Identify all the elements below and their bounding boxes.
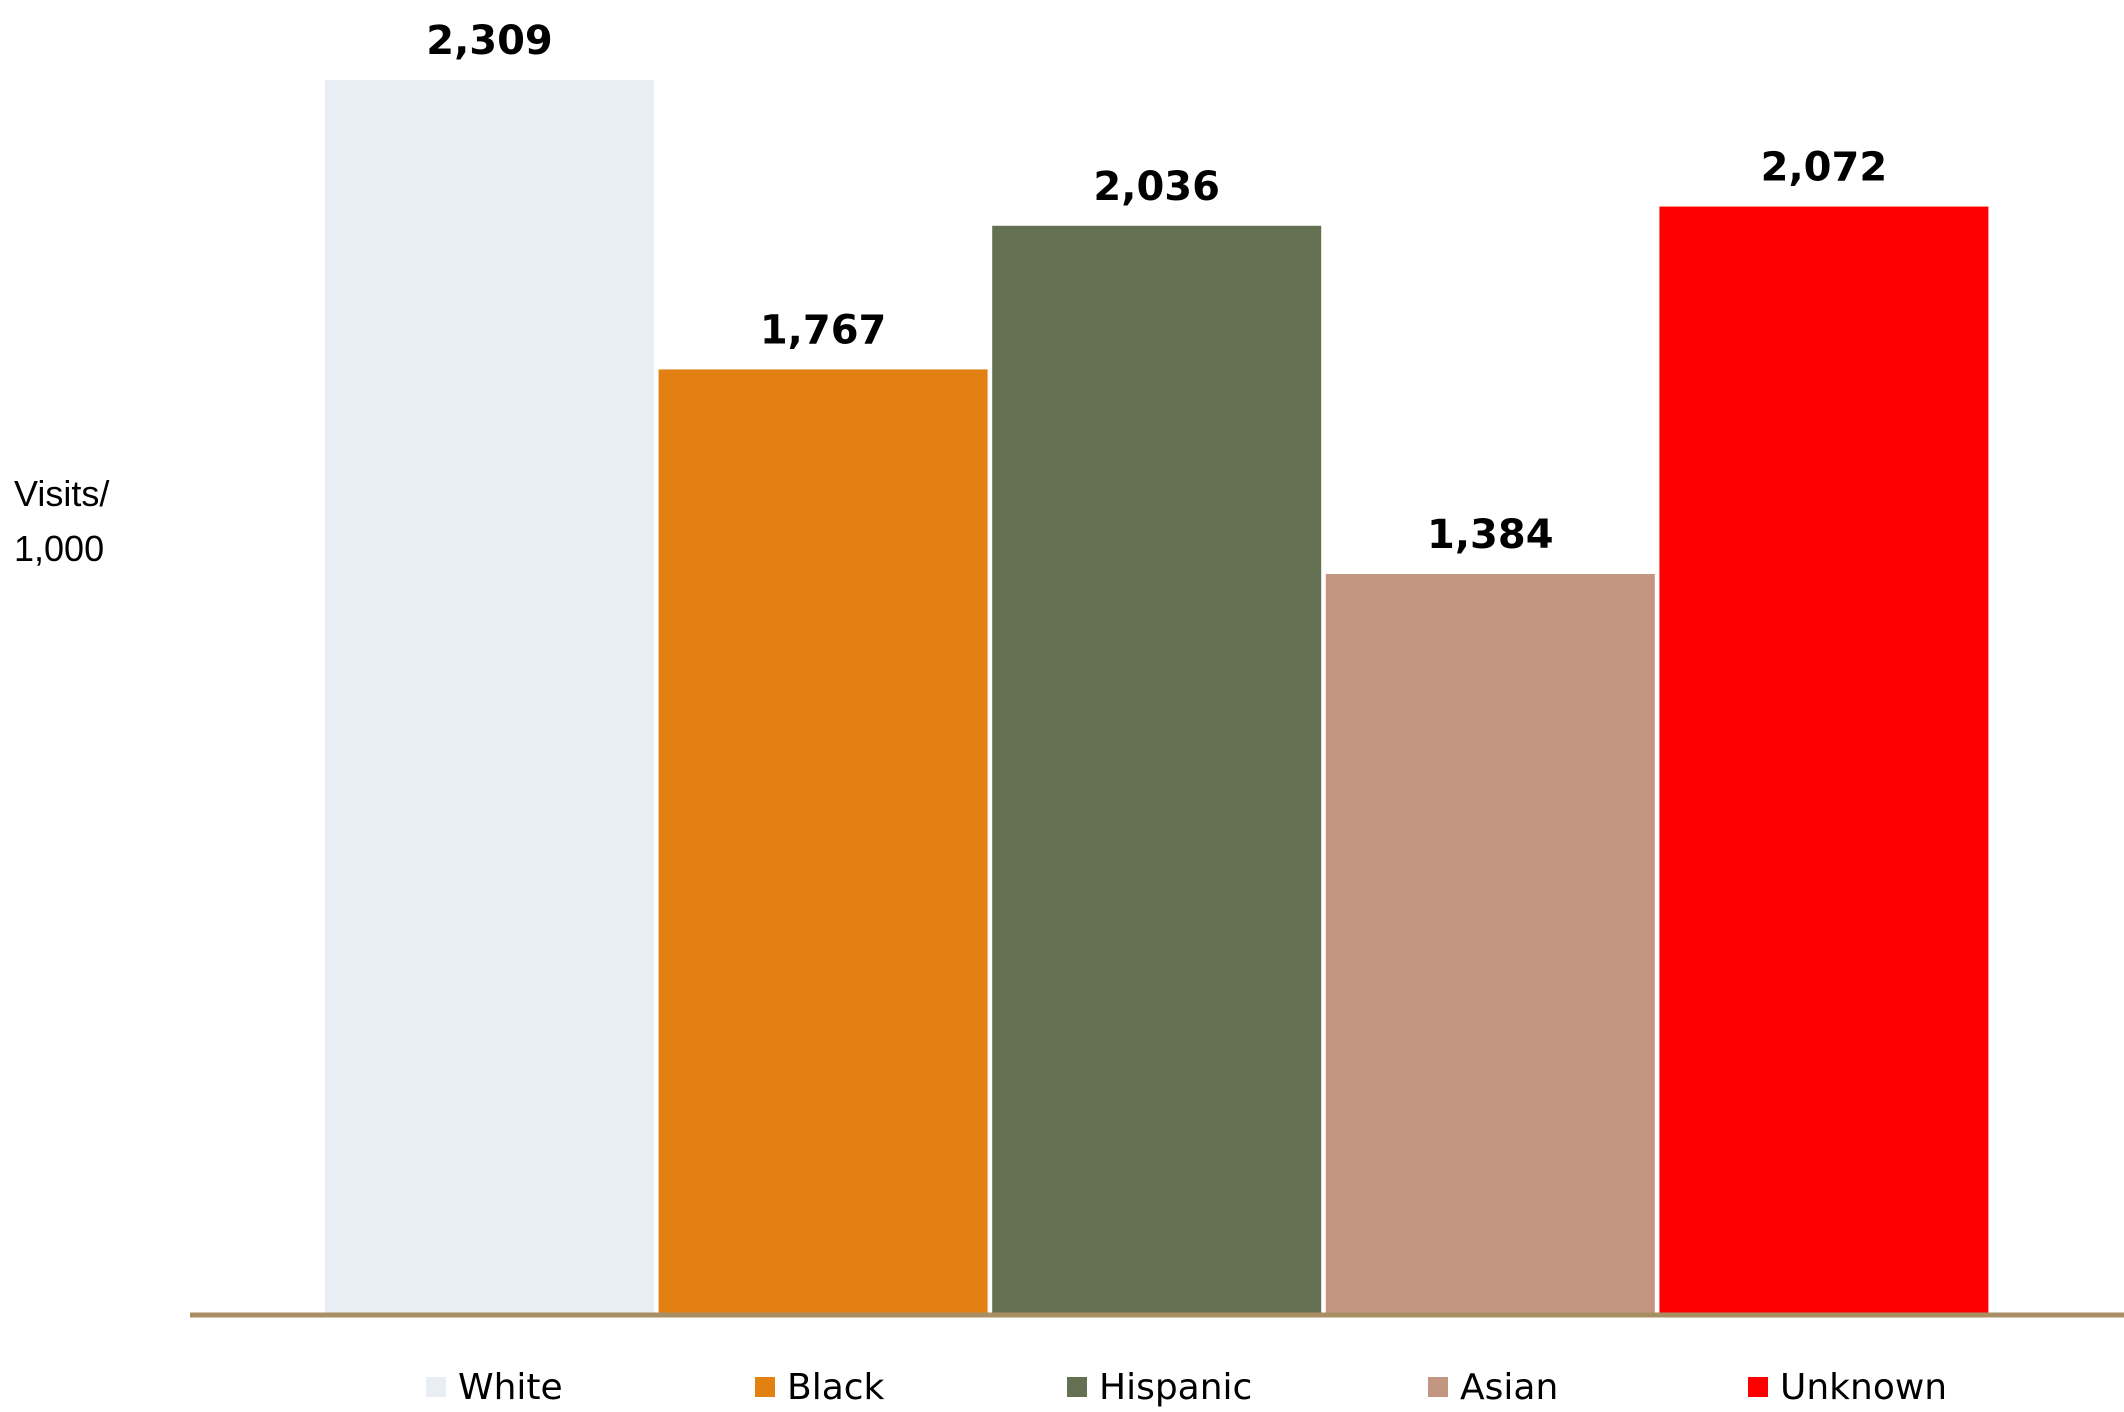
legend-swatch-asian <box>1428 1377 1448 1397</box>
legend-label-asian: Asian <box>1460 1366 1559 1408</box>
bar-asian <box>1325 573 1655 1313</box>
bar-black <box>658 369 988 1313</box>
legend-label-unknown: Unknown <box>1780 1366 1948 1408</box>
y-axis-label: Visits/ 1,000 <box>14 466 109 576</box>
legend-item-white: White <box>426 1362 563 1412</box>
legend-swatch-hispanic <box>1067 1377 1087 1397</box>
legend-label-white: White <box>458 1366 563 1408</box>
y-axis-label-line1: Visits/ <box>14 473 110 514</box>
legend-item-black: Black <box>755 1362 884 1412</box>
bar-hispanic <box>992 225 1322 1314</box>
value-label-asian: 1,384 <box>1427 512 1554 558</box>
value-label-unknown: 2,072 <box>1761 145 1888 191</box>
legend-swatch-black <box>755 1377 775 1397</box>
legend: White Black Hispanic Asian Unknown <box>0 1362 2124 1412</box>
bar-unknown <box>1659 206 1989 1314</box>
legend-label-hispanic: Hispanic <box>1099 1366 1253 1408</box>
y-axis-label-line2: 1,000 <box>14 528 105 569</box>
legend-label-black: Black <box>787 1366 885 1408</box>
legend-item-asian: Asian <box>1428 1362 1558 1412</box>
legend-item-hispanic: Hispanic <box>1067 1362 1252 1412</box>
value-label-white: 2,309 <box>426 18 553 64</box>
value-labels-group: 2,309 1,767 2,036 1,384 2,072 <box>426 18 1887 558</box>
value-label-black: 1,767 <box>760 307 887 353</box>
bars-group <box>325 80 1989 1314</box>
value-label-hispanic: 2,036 <box>1093 164 1220 210</box>
legend-swatch-white <box>426 1377 446 1397</box>
legend-item-unknown: Unknown <box>1748 1362 1947 1412</box>
bar-white <box>325 80 654 1313</box>
legend-swatch-unknown <box>1748 1377 1768 1397</box>
